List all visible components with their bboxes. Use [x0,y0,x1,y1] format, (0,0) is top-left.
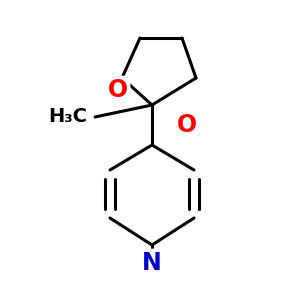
Text: H₃C: H₃C [49,107,88,127]
Text: O: O [177,113,197,137]
Text: O: O [108,78,128,102]
Text: H₃C: H₃C [49,107,88,127]
Text: N: N [142,251,162,275]
Text: O: O [108,78,128,102]
Text: N: N [142,251,162,275]
Text: O: O [177,113,197,137]
